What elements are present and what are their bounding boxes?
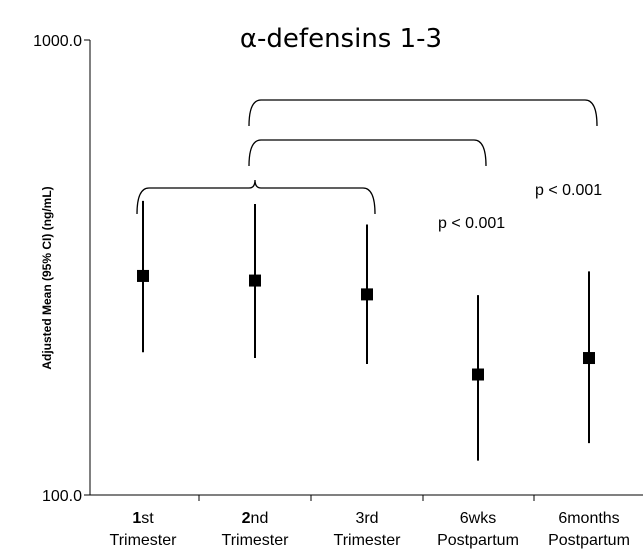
mean-marker (472, 368, 484, 381)
significance-bracket (136, 179, 376, 215)
mean-marker (583, 352, 595, 365)
y-tick-label: 100.0 (42, 488, 82, 505)
significance-brackets (136, 99, 598, 215)
significance-bracket (248, 139, 487, 167)
mean-marker (361, 288, 373, 301)
p-value-label: p < 0.001 (438, 215, 505, 232)
x-category-label-line2: Postpartum (437, 532, 519, 549)
mean-marker (137, 269, 149, 282)
x-category-label-line2: Trimester (222, 532, 290, 549)
significance-bracket (248, 99, 598, 127)
x-categories: 1st Trimester 2nd Trimester 3rd Trimester 6wks… (110, 510, 630, 549)
x-category-label: 2nd (242, 510, 269, 527)
y-axis-label: Adjusted Mean (95% CI) (ng/mL) (40, 186, 54, 369)
x-category-label-line2: Trimester (110, 532, 178, 549)
p-value-label: p < 0.001 (535, 182, 602, 199)
x-category-label: 3rd (355, 510, 378, 527)
chart-title: α-defensins 1-3 (240, 24, 442, 54)
x-category-label: 6wks (460, 510, 496, 527)
x-category-label-line2: Trimester (334, 532, 402, 549)
x-category-label: 1st (132, 510, 154, 527)
x-category-label-line2: Postpartum (548, 532, 630, 549)
y-tick-label: 1000.0 (33, 33, 82, 50)
mean-marker (249, 274, 261, 287)
y-ticks: 100.0 1000.0 (33, 33, 90, 505)
axes (89, 40, 643, 501)
annotations: p < 0.001 p < 0.001 (438, 182, 602, 232)
data-points (137, 200, 595, 461)
x-category-label: 6months (558, 510, 619, 527)
